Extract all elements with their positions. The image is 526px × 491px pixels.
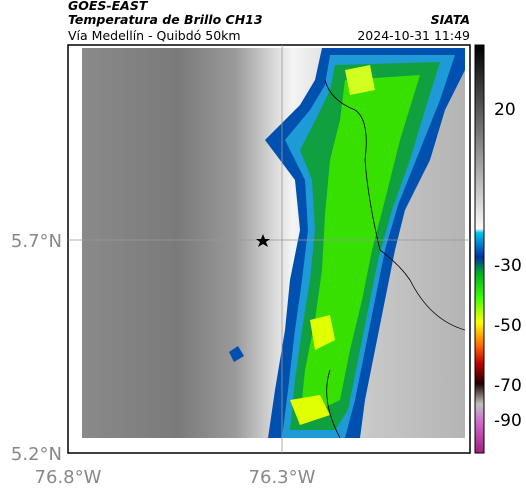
lat-tick-label: 5.7°N bbox=[11, 231, 62, 252]
product: Temperatura de Brillo CH13 bbox=[68, 12, 263, 27]
lon-tick-label: 76.8°W bbox=[35, 467, 102, 488]
colorbar-tick-label: -90 bbox=[494, 411, 522, 431]
colorbar-tick-label: -50 bbox=[494, 316, 522, 336]
lat-tick-label: 5.2°N bbox=[11, 444, 62, 465]
region: Vía Medellín - Quibdó 50km bbox=[68, 28, 241, 43]
lon-tick-label: 76.3°W bbox=[249, 467, 316, 488]
timestamp: 2024-10-31 11:49 bbox=[357, 28, 470, 43]
source: SIATA bbox=[431, 12, 470, 27]
location-marker bbox=[256, 234, 270, 247]
satellite: GOES-EAST bbox=[68, 0, 149, 13]
colorbar-tick-label: -70 bbox=[494, 376, 522, 396]
colorbar-tick-label: 20 bbox=[494, 100, 516, 120]
colorbar bbox=[474, 44, 485, 454]
colorbar-tick-label: -30 bbox=[494, 256, 522, 276]
imagery bbox=[82, 48, 465, 438]
